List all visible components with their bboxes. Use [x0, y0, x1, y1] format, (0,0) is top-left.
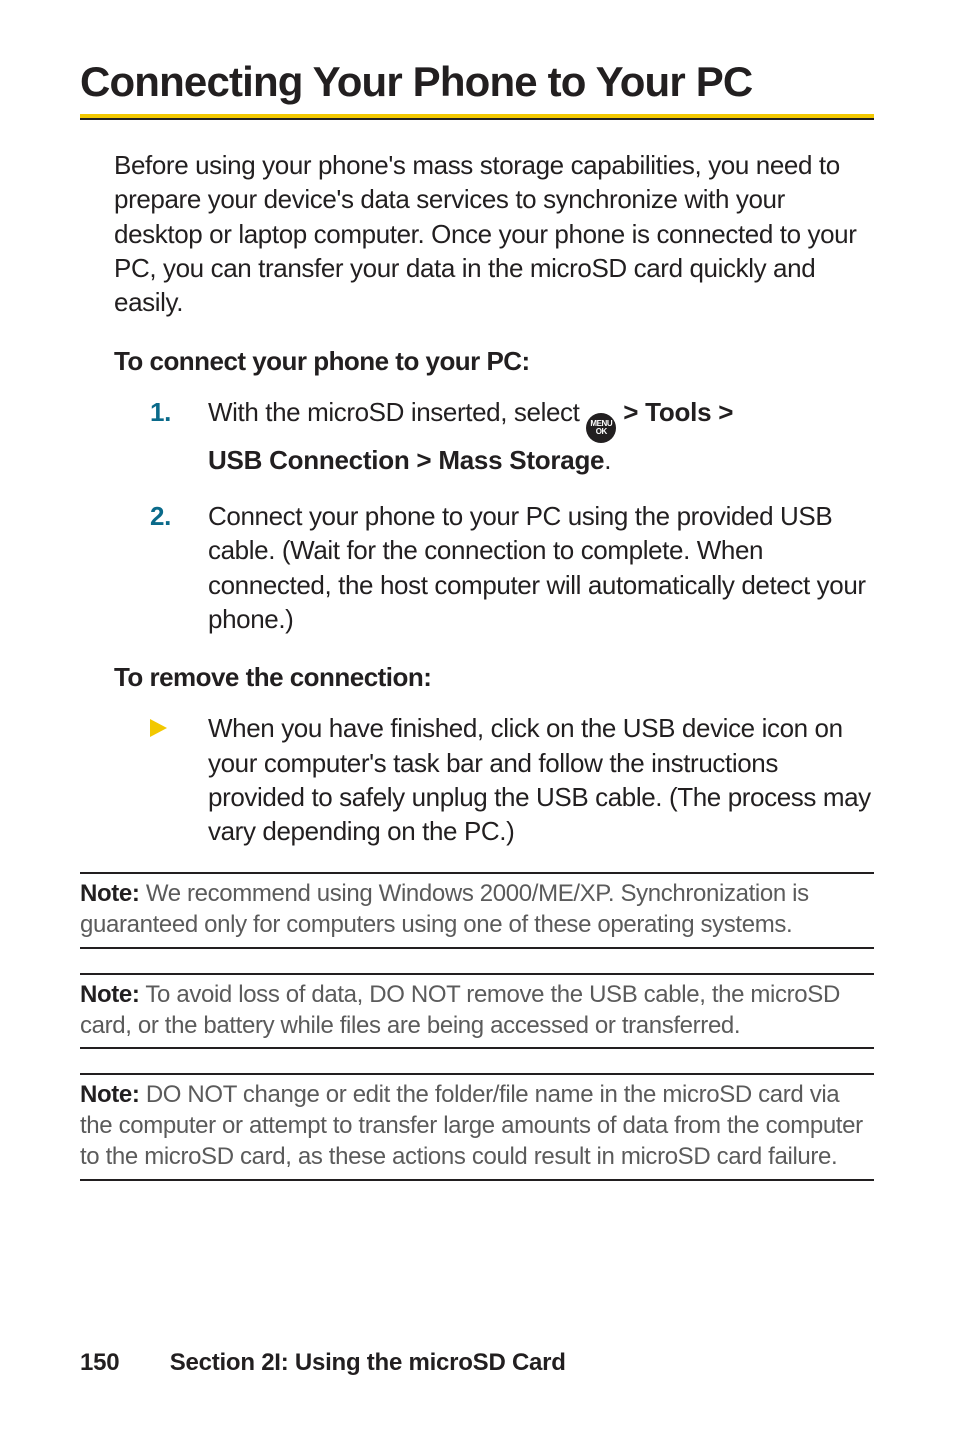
- note-1: Note: We recommend using Windows 2000/ME…: [80, 872, 874, 948]
- step-1-seq-1: > Tools >: [616, 397, 733, 427]
- note-3: Note: DO NOT change or edit the folder/f…: [80, 1073, 874, 1180]
- note-3-label: Note:: [80, 1081, 140, 1108]
- step-2-number: 2.: [150, 499, 171, 533]
- steps-list: 1. With the microSD inserted, select MEN…: [150, 395, 874, 637]
- step-1-seq-2: USB Connection > Mass Storage: [208, 445, 604, 475]
- note-3-text: DO NOT change or edit the folder/file na…: [80, 1081, 863, 1169]
- step-1-number: 1.: [150, 395, 171, 429]
- title-underline-black: [80, 118, 874, 120]
- step-1-pre: With the microSD inserted, select: [208, 397, 586, 427]
- step-2-text: Connect your phone to your PC using the …: [208, 501, 866, 634]
- remove-item: When you have finished, click on the USB…: [150, 711, 874, 848]
- note-1-text: We recommend using Windows 2000/ME/XP. S…: [80, 880, 809, 938]
- menu-icon-bottom: OK: [590, 428, 612, 436]
- step-1: 1. With the microSD inserted, select MEN…: [150, 395, 874, 477]
- note-2-label: Note:: [80, 981, 140, 1008]
- remove-heading: To remove the connection:: [114, 662, 874, 693]
- section-label: Section 2I: Using the microSD Card: [170, 1349, 566, 1376]
- page-number: 150: [80, 1349, 119, 1376]
- note-2-text: To avoid loss of data, DO NOT remove the…: [80, 981, 840, 1039]
- menu-ok-icon: MENUOK: [586, 413, 616, 443]
- step-1-post: .: [604, 445, 611, 475]
- intro-paragraph: Before using your phone's mass storage c…: [114, 148, 874, 320]
- page-footer: 150 Section 2I: Using the microSD Card: [80, 1349, 566, 1377]
- connect-heading: To connect your phone to your PC:: [114, 346, 874, 377]
- title-underline: [80, 114, 874, 120]
- note-2: Note: To avoid loss of data, DO NOT remo…: [80, 973, 874, 1049]
- note-1-label: Note:: [80, 880, 140, 907]
- remove-list: When you have finished, click on the USB…: [150, 711, 874, 848]
- page-title: Connecting Your Phone to Your PC: [80, 60, 874, 104]
- step-2: 2. Connect your phone to your PC using t…: [150, 499, 874, 636]
